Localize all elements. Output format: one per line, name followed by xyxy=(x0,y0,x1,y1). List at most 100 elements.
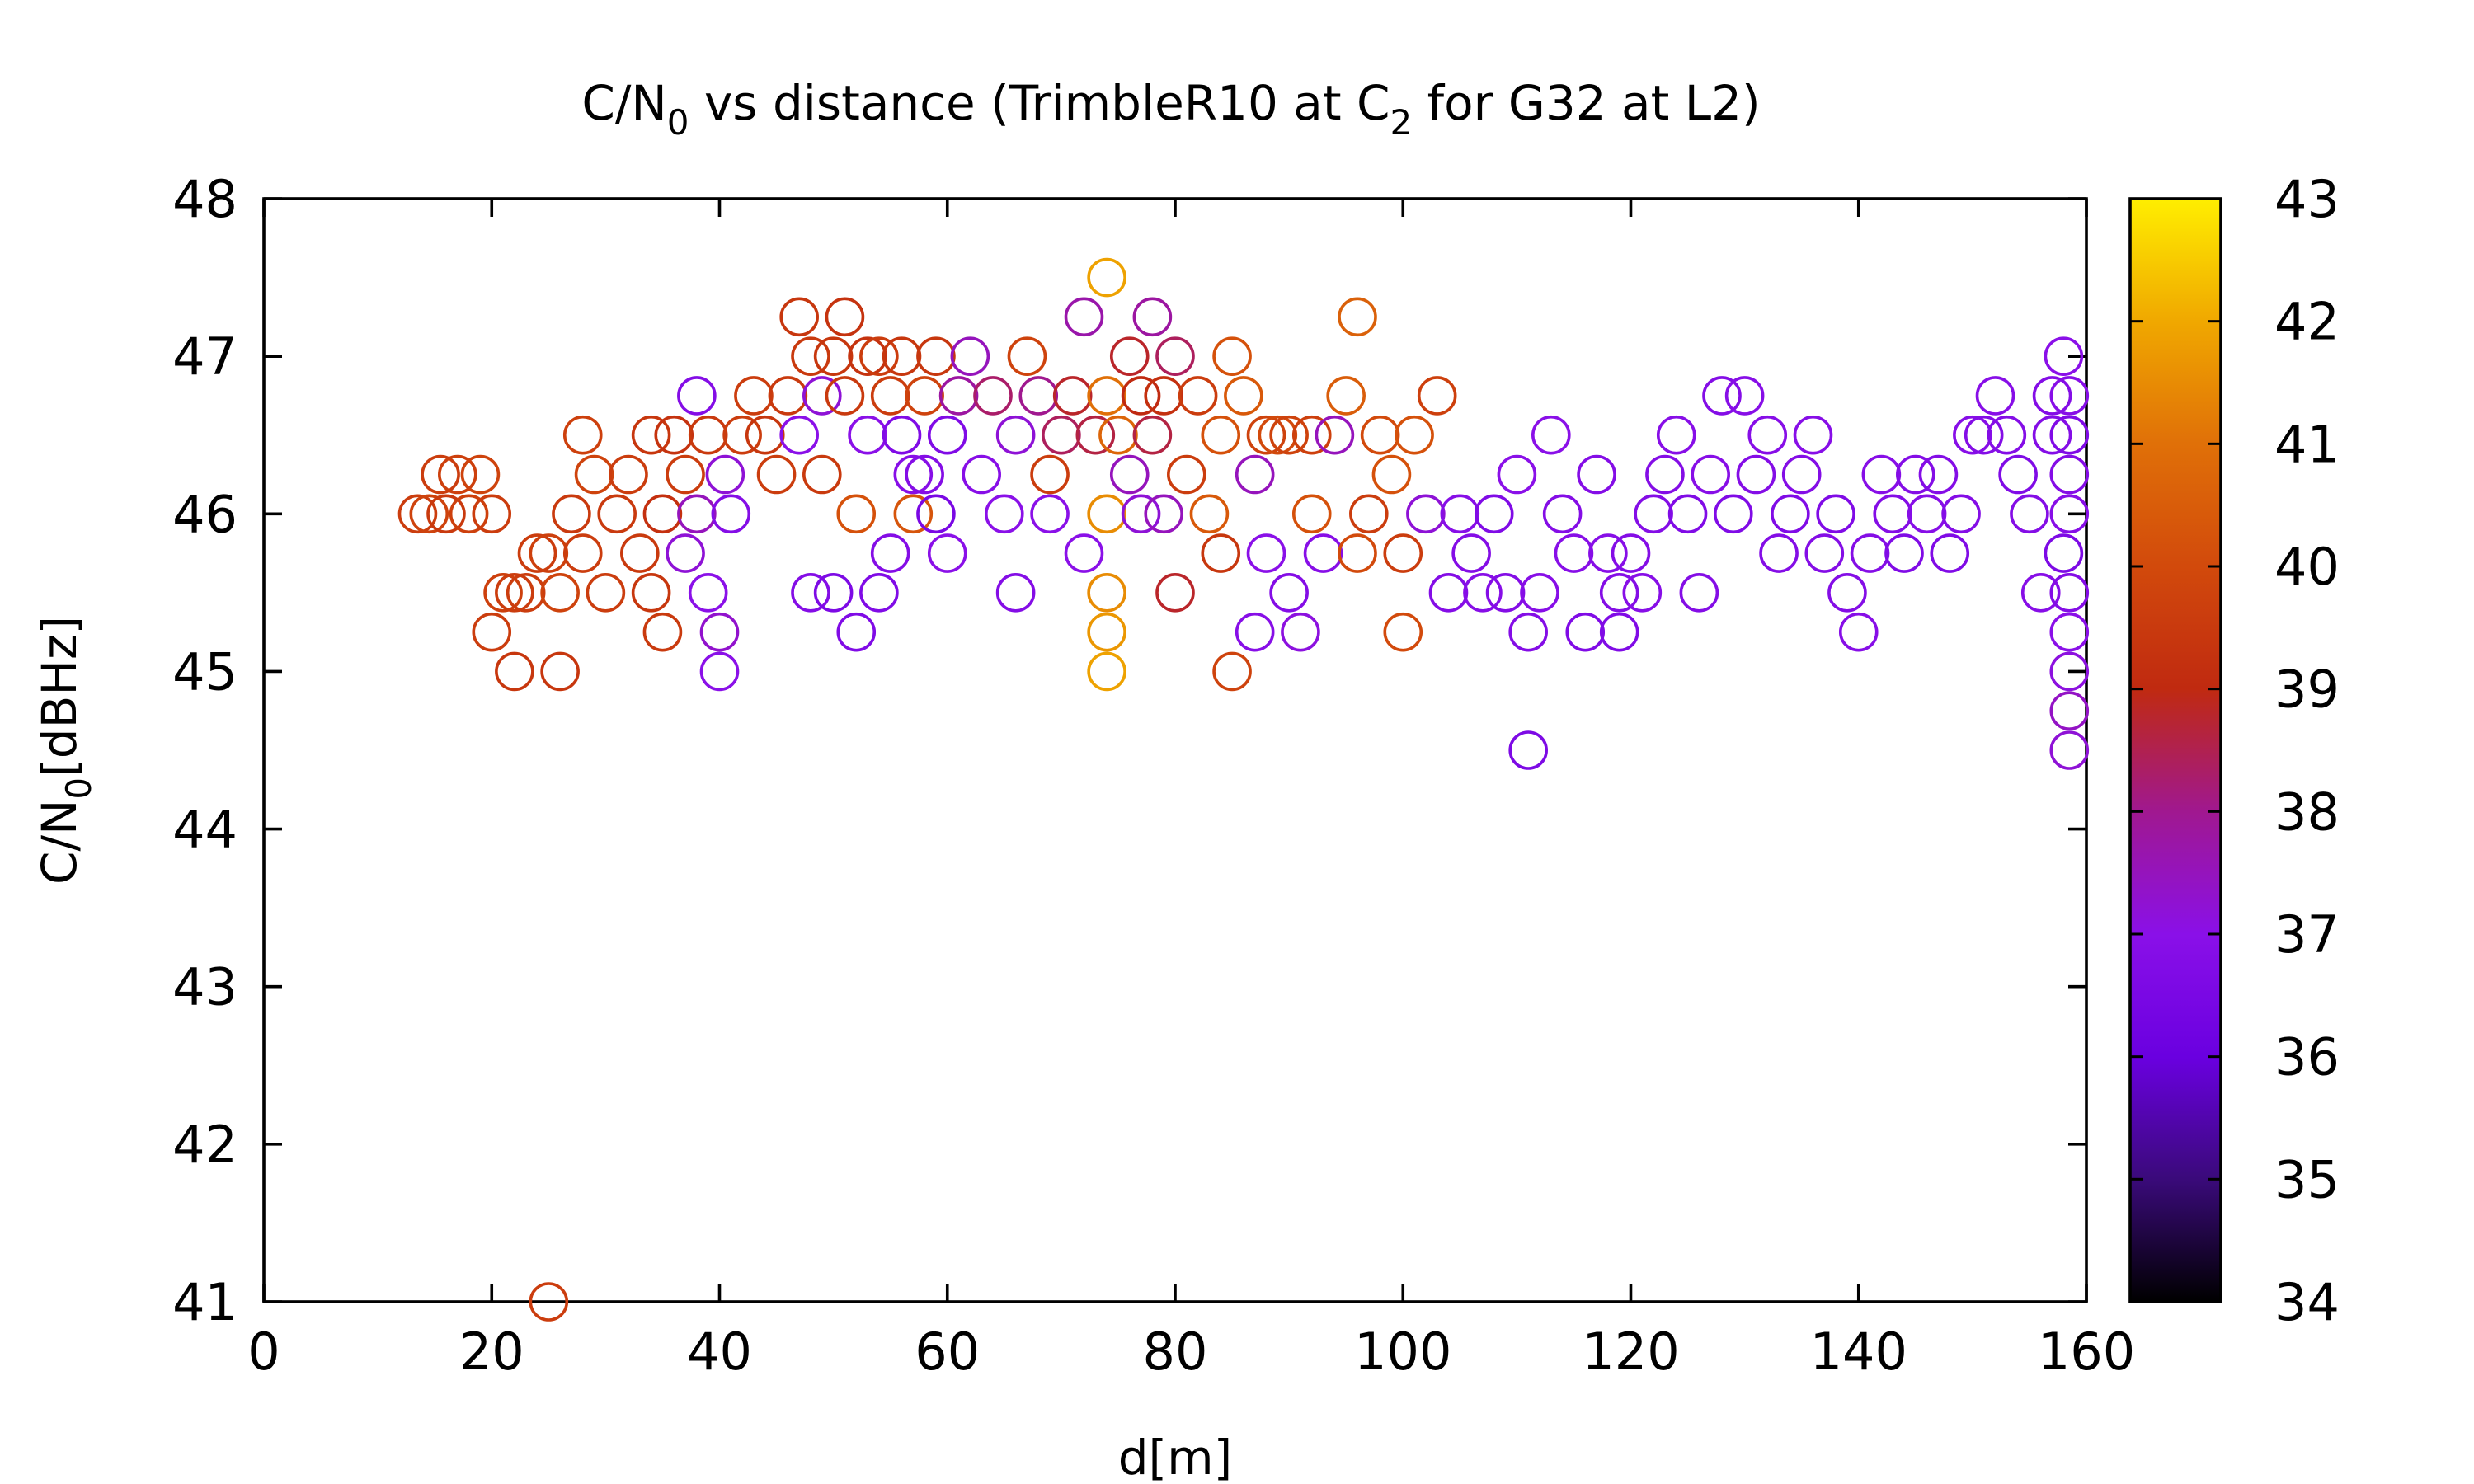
data-point xyxy=(1121,494,1161,534)
data-point xyxy=(848,415,887,455)
data-point xyxy=(1667,494,1708,534)
data-point xyxy=(950,336,990,376)
data-point xyxy=(1953,415,1992,455)
data-point xyxy=(472,494,512,534)
data-point xyxy=(1087,494,1126,534)
data-point xyxy=(666,533,705,573)
data-point xyxy=(1132,415,1173,455)
data-point xyxy=(438,454,477,495)
data-point xyxy=(1747,415,1788,455)
data-point xyxy=(460,454,501,495)
data-point xyxy=(2049,494,2090,534)
data-point xyxy=(1291,494,1332,534)
data-point xyxy=(916,494,956,534)
y-axis-label: C/N0[dBHz] xyxy=(31,616,99,885)
data-point xyxy=(1395,415,1434,455)
data-point xyxy=(1838,612,1879,652)
data-point xyxy=(506,573,546,613)
data-point xyxy=(1315,415,1355,455)
y-tick-label: 47 xyxy=(172,326,238,387)
data-point xyxy=(2032,376,2072,416)
data-point xyxy=(1018,376,1059,416)
y-axis: 41 42 43 44 45 46 47 48 xyxy=(172,169,2086,1332)
data-point xyxy=(2049,651,2090,692)
data-point xyxy=(802,376,842,416)
data-point xyxy=(1804,533,1845,573)
data-point xyxy=(1007,336,1047,376)
data-point xyxy=(1781,454,1822,495)
data-point xyxy=(1269,573,1309,613)
data-point xyxy=(745,415,785,455)
data-point xyxy=(1861,454,1902,495)
data-point xyxy=(1463,573,1503,613)
plot-frame xyxy=(262,197,2088,1303)
x-tick-label: 140 xyxy=(1810,1322,1907,1382)
data-point xyxy=(2049,415,2090,455)
colorbar-tick-label: 34 xyxy=(2274,1272,2340,1332)
x-tick-label: 120 xyxy=(1582,1322,1679,1382)
data-point xyxy=(1167,454,1206,495)
data-point xyxy=(1975,376,2015,416)
data-point xyxy=(1588,533,1628,573)
data-point xyxy=(1417,376,1457,416)
data-point xyxy=(1383,612,1423,652)
data-point xyxy=(1189,494,1230,534)
data-point xyxy=(995,573,1036,613)
data-point xyxy=(1850,533,1890,573)
data-point xyxy=(1042,415,1081,455)
data-point xyxy=(985,494,1024,534)
data-point xyxy=(1565,612,1606,652)
data-point xyxy=(962,454,1001,495)
data-point xyxy=(1440,494,1480,534)
data-point xyxy=(1656,415,1696,455)
data-point xyxy=(1907,494,1947,534)
data-point xyxy=(552,494,591,534)
data-point xyxy=(791,336,830,376)
data-point xyxy=(2044,336,2084,376)
data-point xyxy=(1383,533,1423,573)
data-point xyxy=(848,336,887,376)
data-point xyxy=(1360,415,1400,455)
data-point xyxy=(1201,415,1241,455)
data-point xyxy=(779,297,819,337)
data-point xyxy=(2044,533,2084,573)
data-point xyxy=(1884,533,1924,573)
data-point xyxy=(768,376,808,416)
data-point xyxy=(1816,494,1856,534)
data-point xyxy=(1406,494,1446,534)
colorbar-tick-label: 41 xyxy=(2274,414,2340,474)
data-point xyxy=(916,336,956,376)
data-point xyxy=(1098,415,1138,455)
data-point xyxy=(586,573,626,613)
data-point xyxy=(1918,454,1959,495)
data-point xyxy=(495,573,534,613)
data-point xyxy=(620,533,660,573)
data-point xyxy=(409,494,449,534)
data-point xyxy=(882,336,922,376)
data-point xyxy=(927,533,967,573)
data-point xyxy=(825,376,865,416)
data-point xyxy=(1508,612,1548,652)
data-point xyxy=(995,415,1036,455)
data-point xyxy=(893,494,934,534)
data-point xyxy=(1326,376,1366,416)
colorbar-tick-label: 37 xyxy=(2274,904,2340,965)
data-point xyxy=(2049,573,2090,613)
data-point xyxy=(1474,494,1514,534)
data-point xyxy=(1873,494,1912,534)
data-point xyxy=(779,415,819,455)
data-point xyxy=(397,494,438,534)
data-point xyxy=(1645,454,1685,495)
data-point xyxy=(734,376,774,416)
data-point xyxy=(1338,297,1377,337)
data-point xyxy=(1896,454,1935,495)
y-tick-label: 45 xyxy=(172,641,238,702)
data-point xyxy=(1679,573,1719,613)
x-axis: 0 20 40 60 80 100 120 140 160 xyxy=(247,199,2135,1382)
data-point xyxy=(813,573,854,613)
data-point xyxy=(699,612,740,652)
data-point xyxy=(1599,573,1639,613)
data-point xyxy=(882,415,922,455)
data-point xyxy=(1064,533,1104,573)
x-tick-label: 160 xyxy=(2038,1322,2135,1382)
